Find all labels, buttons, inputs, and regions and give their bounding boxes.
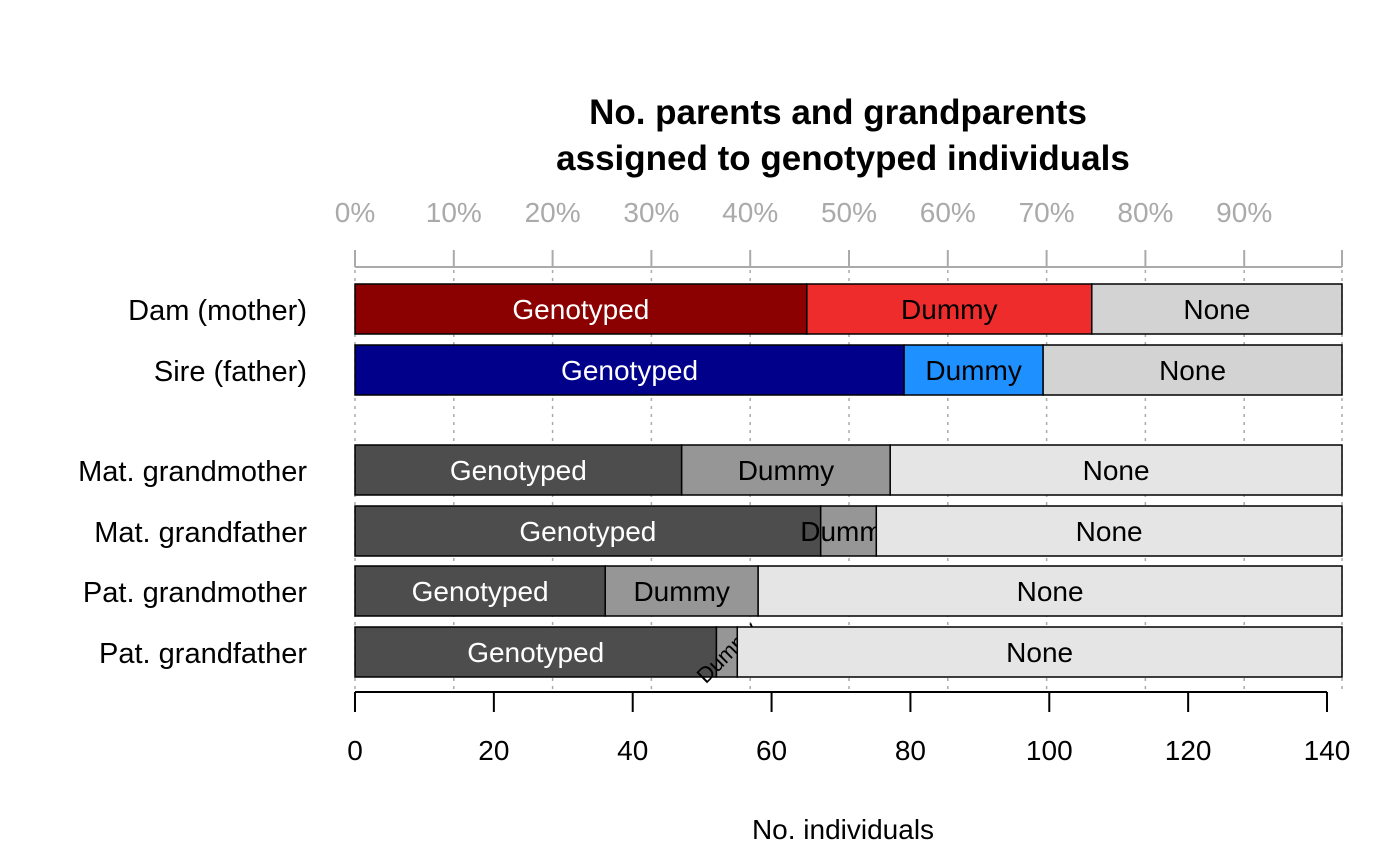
segment-label-dummy: Dummy <box>925 355 1021 386</box>
bar-segment-genotyped <box>354 505 822 557</box>
chart-title-line-1: No. parents and grandparents <box>589 93 1087 132</box>
row-label: Mat. grandfather <box>94 517 307 549</box>
percent-tick-label: 50% <box>821 197 877 228</box>
percent-tick-label: 40% <box>722 197 778 228</box>
row-labels: Dam (mother) Sire (father) Mat. grandmothe… <box>78 295 307 670</box>
count-tick-label: 140 <box>1304 735 1351 766</box>
segment-label-none: None <box>1183 294 1250 325</box>
bar-segment-none <box>875 505 1343 557</box>
bar-segment-none <box>889 444 1343 496</box>
count-tick-label: 80 <box>895 735 926 766</box>
count-tick-label: 0 <box>347 735 363 766</box>
segment-label-dummy: Dummy <box>901 294 997 325</box>
count-tick-label: 40 <box>617 735 648 766</box>
bar-segment-none <box>1091 283 1343 335</box>
row-label: Pat. grandfather <box>99 638 307 670</box>
row-label: Mat. grandmother <box>78 456 307 488</box>
percent-tick-label: 70% <box>1019 197 1075 228</box>
segment-label-genotyped: Genotyped <box>519 516 656 547</box>
row-label: Sire (father) <box>154 356 307 388</box>
bar-segment-genotyped <box>354 626 718 678</box>
segment-label-none: None <box>1076 516 1143 547</box>
percent-tick-label: 60% <box>920 197 976 228</box>
segment-label-genotyped: Genotyped <box>561 355 698 386</box>
bars: Genotyped Dummy None Genotyped Dummy None Geno… <box>354 283 1343 688</box>
segment-label-genotyped: Genotyped <box>467 637 604 668</box>
bar-segment-genotyped <box>354 344 905 396</box>
bottom-count-axis: 0 20 40 60 80 100 120 140 <box>347 691 1351 766</box>
count-tick-label: 60 <box>756 735 787 766</box>
count-tick-label: 20 <box>478 735 509 766</box>
percent-tick-label: 30% <box>623 197 679 228</box>
bar-segment-genotyped <box>354 283 808 335</box>
percent-tick-label: 0% <box>335 197 375 228</box>
bar-segment-dummy <box>604 565 759 617</box>
top-percent-axis: 0% 10% 20% 30% 40% 50% 60% 70% 80% 90% <box>335 197 1343 268</box>
segment-label-genotyped: Genotyped <box>412 576 549 607</box>
segment-label-genotyped: Genotyped <box>450 455 587 486</box>
percent-tick-label: 80% <box>1117 197 1173 228</box>
segment-label-dummy: Dummy <box>738 455 834 486</box>
bar-segment-none <box>757 565 1343 617</box>
segment-label-genotyped: Genotyped <box>512 294 649 325</box>
count-tick-label: 100 <box>1026 735 1073 766</box>
bar-segment-none <box>1042 344 1343 396</box>
percent-tick-label: 20% <box>525 197 581 228</box>
chart-title-line-2: assigned to genotyped individuals <box>556 139 1130 178</box>
count-tick-label: 120 <box>1165 735 1212 766</box>
bar-segment-none <box>736 626 1343 678</box>
bar-segment-dummy <box>819 505 878 557</box>
bar-segment-genotyped <box>354 565 606 617</box>
segment-label-none: None <box>1017 576 1084 607</box>
percent-tick-label: 10% <box>426 197 482 228</box>
segment-label-dummy: Dummy <box>633 576 729 607</box>
segment-label-none: None <box>1159 355 1226 386</box>
bar-segment-dummy <box>806 283 1093 335</box>
row-label: Dam (mother) <box>128 295 307 327</box>
row-label: Pat. grandmother <box>83 577 307 609</box>
x-axis-label: No. individuals <box>752 814 934 845</box>
percent-tick-label: 90% <box>1216 197 1272 228</box>
bar-segment-genotyped <box>354 444 683 496</box>
segment-label-none: None <box>1083 455 1150 486</box>
segment-label-none: None <box>1006 637 1073 668</box>
